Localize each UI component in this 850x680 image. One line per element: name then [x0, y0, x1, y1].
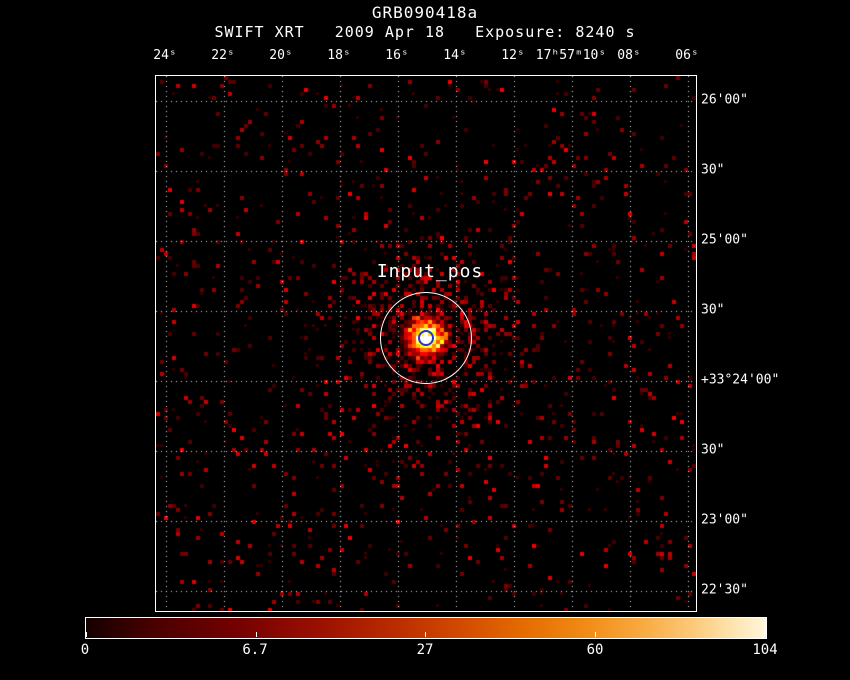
colorbar-gradient: [85, 617, 767, 639]
y-tick-label: +33°24'00": [701, 372, 780, 388]
x-tick-label: 14ˢ: [443, 48, 467, 63]
x-tick-label: 24ˢ: [153, 48, 177, 63]
observation-date: 2009 Apr 18: [334, 23, 446, 41]
colorbar-tick-mark: [594, 632, 596, 637]
colorbar-tick-mark: [425, 632, 426, 637]
subtitle-row: SWIFT XRT 2009 Apr 18 Exposure: 8240 s: [0, 23, 850, 41]
colorbar-tick-label: 27: [416, 642, 434, 658]
page-title: GRB090418a: [371, 3, 479, 22]
colorbar-tick-mark: [255, 632, 257, 637]
x-tick-label: 22ˢ: [211, 48, 235, 63]
x-tick-label: 17ʰ57ᵐ10ˢ: [535, 48, 607, 63]
exposure-label: Exposure: 8240 s: [475, 23, 636, 41]
x-tick-label: 12ˢ: [501, 48, 525, 63]
colorbar-tick-mark: [764, 632, 765, 637]
x-tick-label: 20ˢ: [269, 48, 293, 63]
source-region-circle: [380, 292, 472, 384]
y-tick-label: 30": [701, 302, 725, 318]
colorbar-tick-label: 104: [752, 642, 778, 658]
colorbar-tick-label: 60: [586, 642, 604, 658]
source-label: Input_pos: [376, 261, 484, 282]
y-tick-label: 22'30": [701, 582, 748, 598]
x-tick-label: 06ˢ: [675, 48, 699, 63]
y-tick-label: 30": [701, 442, 725, 458]
colorbar-tick-mark: [86, 632, 87, 637]
colorbar-tick-label: 6.7: [242, 642, 268, 658]
y-tick-label: 30": [701, 162, 725, 178]
y-tick-label: 23'00": [701, 512, 748, 528]
x-tick-label: 08ˢ: [617, 48, 641, 63]
plot-frame: Input_pos: [155, 75, 697, 612]
y-tick-label: 25'00": [701, 232, 748, 248]
colorbar-tick-label: 0: [80, 642, 90, 658]
y-tick-label: 26'00": [701, 92, 748, 108]
instrument-label: SWIFT XRT: [214, 23, 305, 41]
x-tick-label: 16ˢ: [385, 48, 409, 63]
x-tick-label: 18ˢ: [327, 48, 351, 63]
input-position-marker: [418, 330, 434, 346]
